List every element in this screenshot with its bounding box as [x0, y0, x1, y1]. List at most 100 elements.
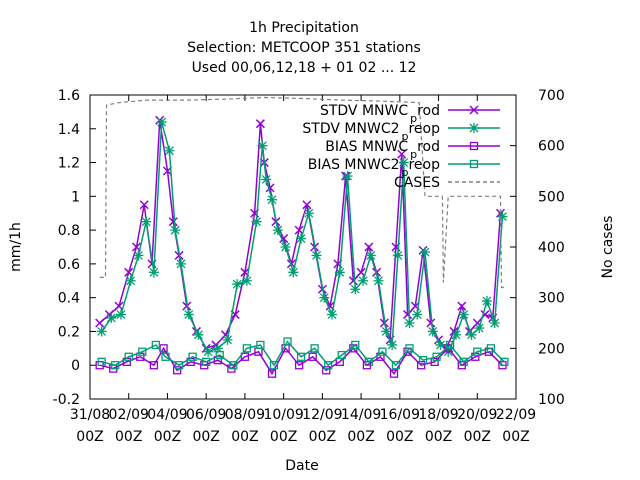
y2-tick-label: 400 [538, 240, 565, 256]
x-tick-label-date: 14/09 [341, 407, 381, 423]
data-point-series-0 [426, 318, 436, 328]
legend-sample-marker [469, 123, 479, 133]
legend-label-tail: reop [408, 121, 440, 137]
data-point-series-3 [202, 357, 211, 366]
legend-label-main: CASES [394, 175, 440, 191]
data-point-series-2 [159, 344, 168, 353]
data-point-series-2 [240, 352, 250, 361]
chart-title-line-1: 1h Precipitation [249, 20, 359, 36]
y2-tick-label: 200 [538, 341, 565, 357]
data-point-series-1 [392, 250, 403, 261]
data-point-series-1 [261, 174, 272, 185]
data-point-series-1 [296, 233, 307, 244]
data-point-series-0 [364, 242, 374, 252]
x-tick-label-hour: 00Z [464, 429, 491, 445]
data-point-series-1 [267, 194, 278, 205]
legend-label-main: STDV MNWC2 [302, 121, 399, 137]
data-point-series-1 [241, 275, 252, 286]
data-point-series-2 [149, 361, 159, 370]
legend-label-sub: p [410, 112, 417, 125]
y-tick-label: 0.4 [58, 291, 80, 307]
legend-label-sub: p [402, 130, 409, 143]
data-point-series-0 [114, 301, 124, 311]
legend-label-main: BIAS MNWC2 [308, 157, 400, 173]
x-axis-label: Date [285, 458, 318, 474]
y2-tick-label: 500 [538, 189, 565, 205]
data-point-series-1 [164, 145, 175, 156]
data-point-series-1 [334, 267, 345, 278]
series-line-2 [99, 346, 503, 376]
legend-label-tail: rod [417, 139, 440, 155]
data-point-series-1 [350, 284, 361, 295]
series-layer [95, 96, 509, 378]
data-point-series-1 [387, 339, 398, 350]
data-point-series-2 [267, 369, 277, 378]
data-point-series-1 [311, 250, 322, 261]
data-point-series-1 [176, 258, 187, 269]
legend-label-sub: p [402, 166, 409, 179]
data-point-series-3 [283, 337, 292, 346]
x-tick-label-date: 31/08 [70, 407, 110, 423]
y2-tick-label: 700 [538, 88, 565, 104]
data-point-series-1 [466, 329, 477, 340]
data-point-series-3 [97, 357, 106, 366]
data-point-series-1 [288, 267, 299, 278]
y2-axis-label: No cases [600, 216, 616, 279]
data-point-series-1 [170, 225, 181, 236]
legend-sample-marker [469, 141, 479, 151]
data-point-series-3 [269, 361, 279, 370]
data-point-series-0 [403, 310, 413, 320]
series-line-3 [101, 340, 505, 367]
legend-label-tail: rod [417, 103, 440, 119]
data-point-series-1 [481, 296, 492, 307]
legend-label-sub: p [410, 148, 417, 161]
data-point-series-2 [322, 366, 331, 375]
y-tick-label: 0.8 [58, 223, 80, 239]
data-point-series-0 [356, 267, 366, 277]
data-point-series-3 [242, 344, 251, 353]
data-point-series-0 [255, 119, 265, 129]
data-point-series-2 [308, 352, 317, 361]
x-tick-label-date: 22/09 [496, 407, 536, 423]
y-tick-label: 1.6 [58, 88, 80, 104]
legend-label-main: BIAS MNWC [325, 139, 408, 155]
data-point-series-1 [489, 318, 500, 328]
legend-sample-marker [469, 159, 479, 169]
x-tick-label-date: 02/09 [109, 407, 149, 423]
y-tick-label: 1.4 [58, 122, 80, 138]
data-point-series-1 [381, 326, 392, 337]
data-point-series-3 [174, 361, 184, 370]
data-point-series-3 [215, 350, 224, 360]
data-point-series-3 [124, 352, 133, 361]
data-point-series-3 [378, 347, 387, 356]
y-tick-label: 0.2 [58, 324, 80, 340]
data-point-series-1 [257, 140, 268, 151]
y-tick-label: 1.2 [58, 156, 80, 172]
x-tick-label-date: 10/09 [263, 407, 303, 423]
y-axis-label: mm/1h [8, 222, 24, 272]
data-point-series-1 [141, 216, 152, 227]
data-point-series-0 [302, 200, 312, 210]
data-point-series-1 [156, 117, 167, 128]
y-tick-label: 0.6 [58, 257, 80, 273]
x-tick-label-hour: 00Z [192, 429, 219, 445]
x-tick-label-date: 04/09 [147, 407, 187, 423]
x-tick-label-hour: 00Z [270, 429, 297, 445]
data-point-series-0 [397, 149, 407, 159]
legend-sample-marker [469, 105, 479, 115]
data-point-series-0 [95, 318, 105, 328]
data-point-series-1 [435, 339, 446, 350]
data-point-series-0 [294, 225, 304, 235]
data-point-series-3 [229, 361, 238, 370]
x-tick-label-hour: 00Z [115, 429, 142, 445]
data-point-series-3 [473, 347, 482, 356]
legend-label: BIAS MNWC2 preop [308, 157, 440, 179]
y-tick-label: 1 [71, 189, 80, 205]
data-point-series-3 [446, 340, 455, 350]
data-point-series-3 [310, 344, 319, 353]
data-point-series-3 [351, 340, 360, 350]
data-point-series-1 [303, 208, 314, 219]
y-tick-label: 0 [71, 358, 80, 374]
